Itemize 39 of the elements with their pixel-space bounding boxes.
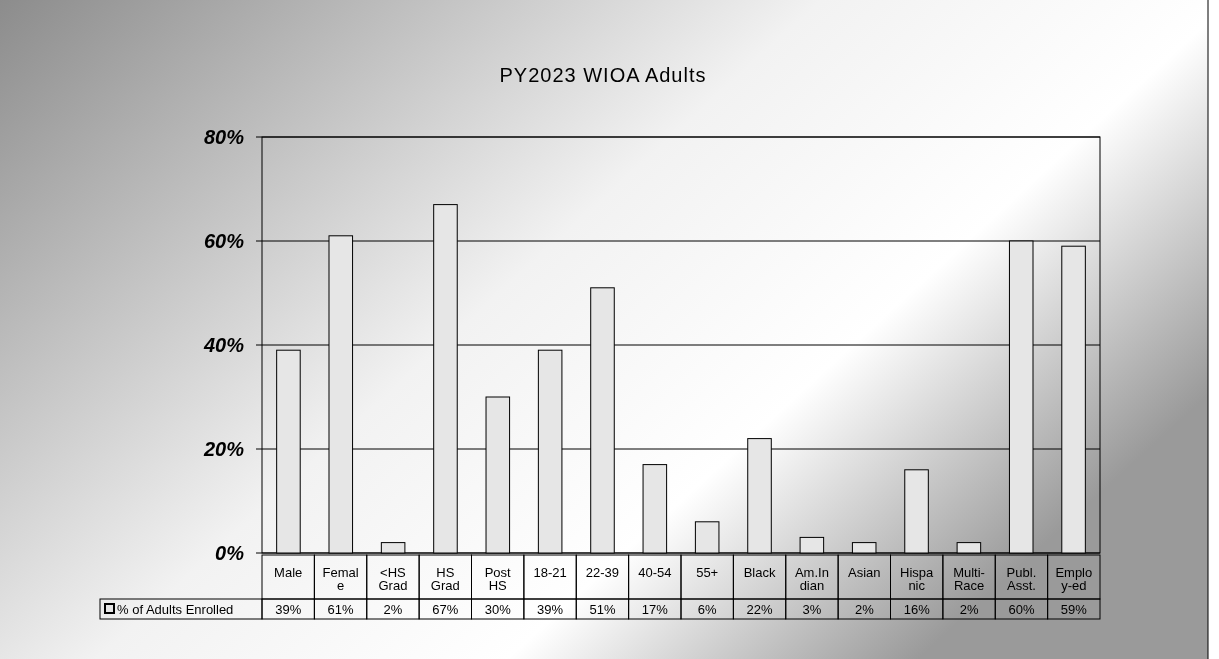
y-tick-label: 0% xyxy=(215,542,245,564)
y-tick-label: 40% xyxy=(202,334,245,356)
data-label: 67% xyxy=(432,602,459,617)
x-tick-label: Publ. Asst. xyxy=(1006,565,1037,593)
data-label: 3% xyxy=(802,602,822,617)
data-label: 17% xyxy=(641,602,669,617)
x-tick-label: 40-54 xyxy=(638,565,672,580)
data-label: 6% xyxy=(697,602,718,617)
x-tick-label: Multi-Race xyxy=(953,565,985,593)
x-tick-label: Employ-ed xyxy=(1055,565,1093,593)
data-label: 51% xyxy=(589,602,616,617)
x-tick-label: Male xyxy=(274,565,303,580)
y-tick-label: 80% xyxy=(203,126,245,148)
x-tick-label: Am.Indian xyxy=(794,565,829,593)
x-tick-label: Black xyxy=(743,565,776,580)
x-tick-label: 22-39 xyxy=(585,565,620,580)
data-label: 39% xyxy=(537,602,564,617)
data-label: 61% xyxy=(327,602,355,617)
data-label: 22% xyxy=(746,602,774,617)
x-tick-label: Female xyxy=(322,565,359,593)
y-tick-label: 20% xyxy=(202,438,245,460)
data-label: 2% xyxy=(959,602,979,617)
data-label: 2% xyxy=(854,602,875,617)
data-label: 39% xyxy=(275,602,302,617)
x-tick-label: 55+ xyxy=(696,565,719,580)
data-label: 16% xyxy=(903,602,931,617)
chart-title: PY2023 WIOA Adults xyxy=(499,64,707,86)
x-tick-label: Asian xyxy=(848,565,881,580)
data-label: 59% xyxy=(1060,602,1088,617)
data-label: 2% xyxy=(383,602,403,617)
data-label: 30% xyxy=(484,602,512,617)
x-tick-label: HS Grad xyxy=(430,565,460,593)
y-tick-label: 60% xyxy=(203,230,245,252)
data-label: 60% xyxy=(1008,602,1035,617)
x-tick-label: Post HS xyxy=(484,565,512,593)
x-tick-label: 18-21 xyxy=(533,565,567,580)
x-tick-label: Hispanic xyxy=(900,565,935,593)
legend-label: % of Adults Enrolled xyxy=(117,602,234,617)
x-tick-label: <HS Grad xyxy=(378,565,408,593)
